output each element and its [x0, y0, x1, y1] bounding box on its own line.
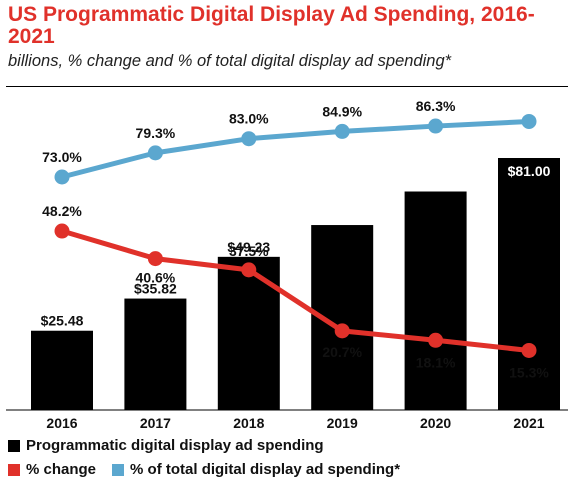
line-percent-change — [61, 228, 530, 353]
share-label-2019: 84.9% — [322, 103, 362, 119]
bar-label-2017: $35.82 — [134, 281, 177, 297]
legend-swatch-change — [8, 463, 20, 476]
point-share-2017 — [147, 145, 163, 161]
title-divider — [6, 86, 568, 87]
share-label-2018: 83.0% — [229, 111, 269, 127]
change-label-2017: 40.6% — [136, 270, 176, 286]
point-change-2020 — [428, 332, 444, 348]
point-change-2019 — [334, 323, 350, 339]
line-percent-share — [61, 118, 530, 180]
share-label-2021: 87.5% — [509, 134, 549, 150]
legend-label-change: % change — [26, 461, 97, 478]
chart-subtitle: billions, % change and % of total digita… — [8, 52, 452, 70]
change-label-2016: 48.2% — [42, 203, 82, 219]
x-tick-2017: 2017 — [140, 415, 171, 431]
legend-label-spending: Programmatic digital display ad spending — [26, 437, 324, 454]
combo-chart: 2016 2017 2018 2019 2020 2021 $25.48 $35.82 $49.… — [6, 98, 568, 431]
x-tick-2020: 2020 — [420, 415, 451, 431]
point-share-2021 — [521, 113, 537, 129]
bar-2021 — [498, 158, 560, 410]
point-share-2016 — [54, 169, 70, 185]
bar-label-2018: $49.23 — [227, 239, 270, 255]
point-change-2016 — [54, 223, 70, 239]
legend-swatch-share — [112, 463, 125, 476]
change-label-2018: 37.5% — [229, 243, 269, 259]
x-tick-2021: 2021 — [513, 415, 544, 431]
point-share-2020 — [428, 118, 444, 134]
change-label-2020: 18.1% — [416, 354, 456, 370]
share-label-2016: 73.0% — [42, 149, 82, 165]
point-change-2017 — [147, 251, 163, 267]
point-share-2018 — [241, 131, 257, 147]
change-label-2019: 20.7% — [322, 344, 362, 360]
bar-2018 — [217, 256, 280, 410]
bar-label-2021: $81.00 — [508, 163, 551, 179]
legend-swatch-spending — [8, 439, 20, 452]
point-change-2021 — [521, 342, 537, 358]
share-label-2017: 79.3% — [136, 125, 176, 141]
legend-row-2: % change % of total digital display ad s… — [8, 461, 400, 478]
bar-label-2016: $25.48 — [41, 313, 84, 329]
share-label-2020: 86.3% — [416, 98, 456, 114]
bar-2017 — [124, 298, 187, 410]
bar-label-2019: $59.45 — [321, 207, 364, 223]
legend-row-1: Programmatic digital display ad spending — [8, 437, 324, 454]
x-tick-2019: 2019 — [327, 415, 358, 431]
x-tick-2016: 2016 — [46, 415, 77, 431]
change-label-2021: 15.3% — [509, 364, 549, 380]
chart-title: US Programmatic Digital Display Ad Spend… — [8, 3, 535, 48]
bar-2020 — [404, 191, 467, 410]
x-tick-2018: 2018 — [233, 415, 264, 431]
point-change-2018 — [241, 262, 257, 278]
bar-label-2020: $70.23 — [414, 174, 457, 190]
point-share-2019 — [334, 123, 350, 139]
legend-label-share: % of total digital display ad spending* — [130, 461, 401, 478]
bar-2016 — [31, 330, 93, 410]
